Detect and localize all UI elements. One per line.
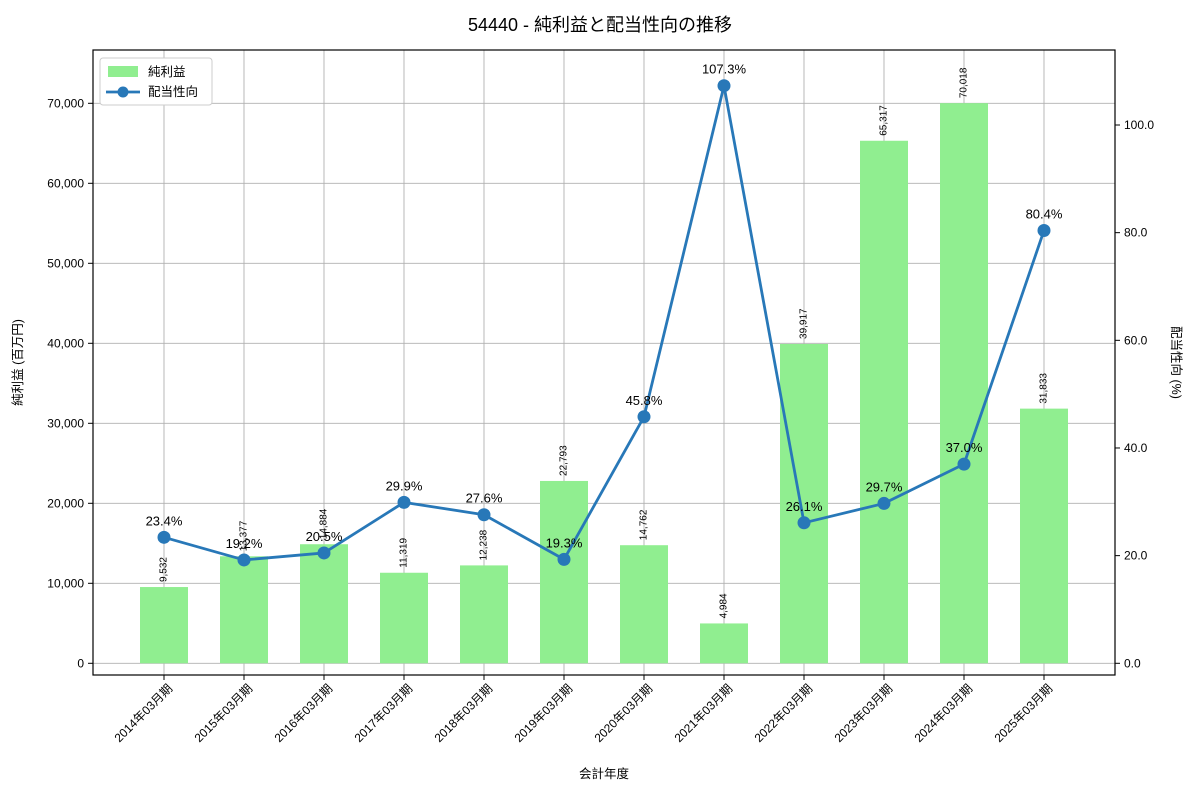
- bar-value-label: 31,833: [1039, 373, 1050, 404]
- x-axis-tick-label: 2017年03月期: [352, 681, 416, 745]
- bar-value-label: 65,317: [879, 105, 890, 136]
- payout-ratio-marker: [957, 457, 971, 471]
- payout-ratio-value-label: 23.4%: [146, 513, 183, 528]
- bar-net-income: [220, 556, 268, 664]
- left-y-axis-label: 純利益 (百万円): [11, 319, 25, 406]
- bar-net-income: [140, 587, 188, 664]
- plot-border: [92, 49, 1116, 676]
- payout-ratio-value-label: 27.6%: [466, 491, 503, 506]
- x-axis-tick-label: 2024年03月期: [912, 681, 976, 745]
- left-axis-tick-label: 50,000: [47, 256, 84, 270]
- payout-ratio-value-label: 26.1%: [786, 499, 823, 514]
- payout-ratio-marker: [797, 516, 811, 530]
- right-axis-tick-label: 60.0: [1124, 333, 1148, 347]
- left-axis-tick-label: 70,000: [47, 96, 84, 110]
- x-axis-tick-label: 2021年03月期: [672, 681, 736, 745]
- x-axis-tick-label: 2025年03月期: [992, 681, 1056, 745]
- payout-ratio-value-label: 29.7%: [866, 479, 903, 494]
- bar-net-income: [300, 544, 348, 664]
- bar-value-label: 4,984: [719, 593, 730, 618]
- left-axis-tick-label: 30,000: [47, 416, 84, 430]
- legend-label-net-income: 純利益: [148, 65, 186, 79]
- bar-value-label: 14,762: [639, 509, 650, 540]
- left-axis-tick-label: 40,000: [47, 336, 84, 350]
- left-axis-tick-label: 20,000: [47, 496, 84, 510]
- x-axis-tick-label: 2022年03月期: [752, 681, 816, 745]
- payout-ratio-value-label: 80.4%: [1026, 207, 1063, 222]
- x-axis-tick-label: 2016年03月期: [272, 681, 336, 745]
- axis-tick-labels: 0 10,000 20,000 30,000 40,000 50,000 60,000 70,…: [47, 96, 1154, 745]
- bar-net-income: [460, 565, 508, 664]
- bar-net-income: [780, 343, 828, 664]
- bar-value-label: 70,018: [959, 67, 970, 98]
- payout-ratio-line: [163, 84, 1046, 562]
- payout-ratio-value-label: 107.3%: [702, 62, 747, 77]
- x-axis-tick-label: 2018年03月期: [432, 681, 496, 745]
- payout-ratio-marker: [237, 553, 251, 567]
- x-axis-label: 会計年度: [579, 766, 630, 781]
- right-axis-tick-label: 100.0: [1124, 118, 1154, 132]
- line-series: [157, 79, 1051, 567]
- bar-value-label: 12,238: [479, 529, 490, 560]
- bar-value-label: 39,917: [799, 308, 810, 339]
- left-axis-tick-label: 0: [77, 656, 84, 670]
- right-axis-tick-label: 40.0: [1124, 441, 1148, 455]
- data-labels: 9,532 13,377 14,884 11,319 12,238 22,793 14,76…: [146, 62, 1063, 619]
- bar-net-income: [700, 623, 748, 664]
- bar-net-income: [860, 140, 908, 664]
- chart-title: 54440 - 純利益と配当性向の推移: [468, 15, 732, 35]
- right-axis-tick-label: 0.0: [1124, 656, 1141, 670]
- payout-ratio-marker: [317, 546, 331, 560]
- payout-ratio-marker: [157, 530, 171, 544]
- bar-value-label: 13,377: [239, 520, 250, 551]
- payout-ratio-value-label: 37.0%: [946, 440, 983, 455]
- payout-ratio-marker: [1037, 224, 1051, 238]
- right-axis-tick-label: 80.0: [1124, 226, 1148, 240]
- payout-ratio-value-label: 20.5%: [306, 529, 343, 544]
- bar-value-label: 14,884: [319, 508, 330, 539]
- bar-series: [140, 103, 1068, 664]
- right-axis-tick-label: 20.0: [1124, 549, 1148, 563]
- payout-ratio-value-label: 29.9%: [386, 478, 423, 493]
- x-axis-tick-label: 2023年03月期: [832, 681, 896, 745]
- x-axis-tick-label: 2020年03月期: [592, 681, 656, 745]
- payout-ratio-marker: [877, 496, 891, 510]
- payout-ratio-marker: [557, 552, 571, 566]
- left-axis-tick-label: 60,000: [47, 176, 84, 190]
- bar-net-income: [540, 480, 588, 664]
- bar-net-income: [620, 545, 668, 664]
- payout-ratio-marker: [477, 508, 491, 522]
- payout-ratio-value-label: 45.8%: [626, 393, 663, 408]
- bar-value-label: 9,532: [159, 557, 170, 582]
- line-legend-marker-icon: [117, 86, 129, 98]
- x-axis-tick-label: 2014年03月期: [112, 681, 176, 745]
- bar-legend-swatch-icon: [108, 66, 138, 77]
- left-axis-tick-label: 10,000: [47, 576, 84, 590]
- payout-ratio-marker: [717, 79, 731, 93]
- bar-value-label: 22,793: [559, 445, 570, 476]
- x-axis-tick-label: 2015年03月期: [192, 681, 256, 745]
- bar-value-label: 11,319: [399, 537, 410, 567]
- payout-ratio-value-label: 19.3%: [546, 535, 583, 550]
- bar-net-income: [380, 572, 428, 664]
- legend: 純利益 配当性向: [99, 57, 213, 106]
- x-axis-tick-label: 2019年03月期: [512, 681, 576, 745]
- payout-ratio-marker: [397, 495, 411, 509]
- right-y-axis-label: 配当性向 (%): [1169, 326, 1184, 399]
- payout-ratio-marker: [637, 410, 651, 424]
- bar-net-income: [1020, 408, 1068, 664]
- bar-net-income: [940, 103, 988, 664]
- axis-ticks: [88, 102, 1120, 680]
- legend-label-payout-ratio: 配当性向: [148, 84, 198, 99]
- payout-ratio-value-label: 19.2%: [226, 536, 263, 551]
